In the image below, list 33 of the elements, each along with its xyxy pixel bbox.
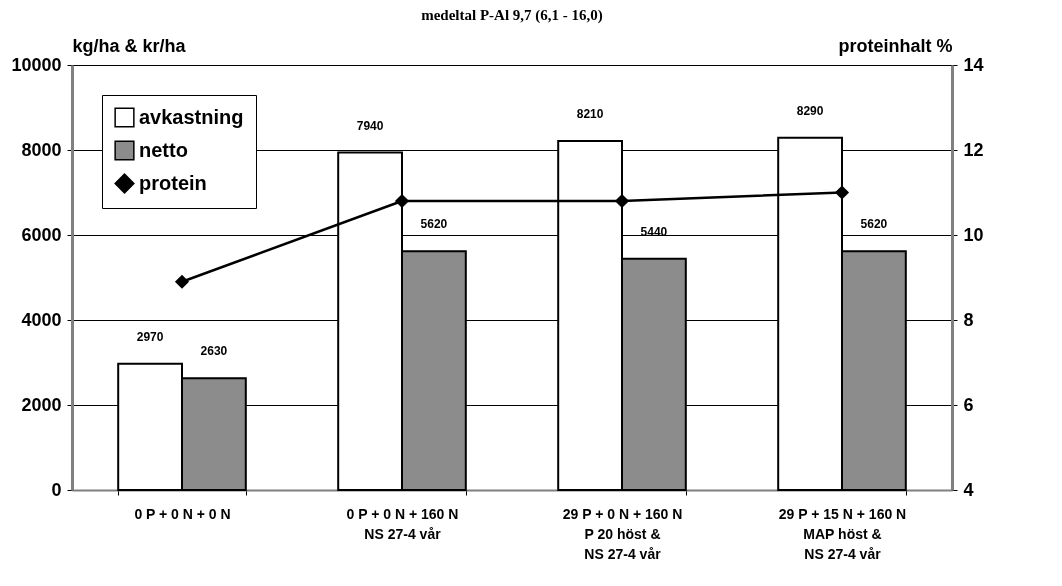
point <box>834 185 850 200</box>
y-tick-label: 10000 <box>11 54 62 75</box>
legend-label: protein <box>139 171 207 194</box>
legend-label: avkastning <box>139 105 244 128</box>
data-label: 2970 <box>136 329 164 344</box>
y2-tick-label: 4 <box>963 479 974 500</box>
data-label: 7940 <box>356 118 384 133</box>
y2-tick-label: 14 <box>963 54 984 75</box>
data-label: 5620 <box>420 217 448 232</box>
y-tick-label: 2000 <box>21 394 62 415</box>
y2-tick-label: 10 <box>963 224 984 245</box>
y-tick-label: 8000 <box>21 139 62 160</box>
y-tick-label: 4000 <box>21 309 62 330</box>
x-tick-label: 0 P + 0 N + 0 N <box>134 505 231 522</box>
x-tick-label: 0 P + 0 N + 160 N NS 27-4 vår <box>346 505 459 542</box>
y-axis-title: kg/ha & kr/ha <box>72 35 187 56</box>
y-tick-label: 0 <box>51 479 62 500</box>
y2-tick-label: 8 <box>963 309 974 330</box>
y2-tick-label: 12 <box>963 139 984 160</box>
data-label: 2630 <box>200 344 228 359</box>
y2-tick-label: 6 <box>963 394 974 415</box>
data-label: 8290 <box>796 103 824 118</box>
y-tick-label: 6000 <box>21 224 62 245</box>
legend-label: netto <box>139 138 188 161</box>
chart-title: medeltal P-Al 9,7 (6,1 - 16,0) <box>421 7 603 24</box>
x-tick-label: 29 P + 0 N + 160 N P 20 höst & NS 27-4 vår <box>562 505 683 562</box>
data-label: 5620 <box>860 217 888 232</box>
point <box>614 193 630 209</box>
data-label: 8210 <box>576 107 604 122</box>
x-tick-label: 29 P + 15 N + 160 N MAP höst & NS 27-4 vår <box>778 505 907 562</box>
point <box>394 193 410 209</box>
point <box>174 274 190 289</box>
y2-axis-title: proteinhalt % <box>838 35 953 56</box>
